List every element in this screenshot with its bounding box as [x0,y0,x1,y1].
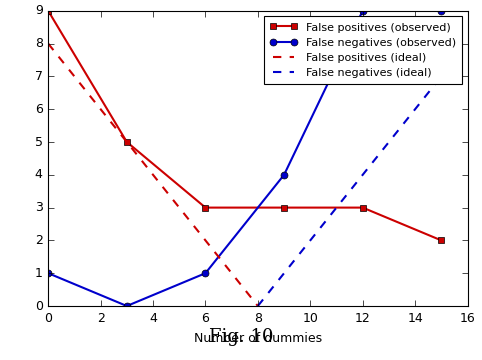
False positives (observed) [202,206,208,210]
Legend: False positives (observed), False negatives (observed), False positives (ideal),: False positives (observed), False negati… [264,16,462,84]
False negatives (observed) [360,9,365,13]
Line: False positives (observed): False positives (observed) [45,7,445,244]
X-axis label: Number of dummies: Number of dummies [194,332,322,345]
False negatives (ideal) [255,304,261,308]
False negatives (ideal) [439,74,444,78]
False positives (observed) [360,206,365,210]
False negatives (observed) [202,271,208,275]
False negatives (observed) [45,271,51,275]
Line: False negatives (ideal): False negatives (ideal) [258,76,442,306]
False positives (observed) [124,140,130,144]
False negatives (observed) [439,9,444,13]
False positives (observed) [281,206,287,210]
False negatives (observed) [124,304,130,308]
False negatives (observed) [281,173,287,177]
False positives (observed) [45,9,51,13]
Line: False negatives (observed): False negatives (observed) [45,7,445,310]
Text: Fig. 10: Fig. 10 [209,328,273,346]
False positives (observed) [439,238,444,243]
